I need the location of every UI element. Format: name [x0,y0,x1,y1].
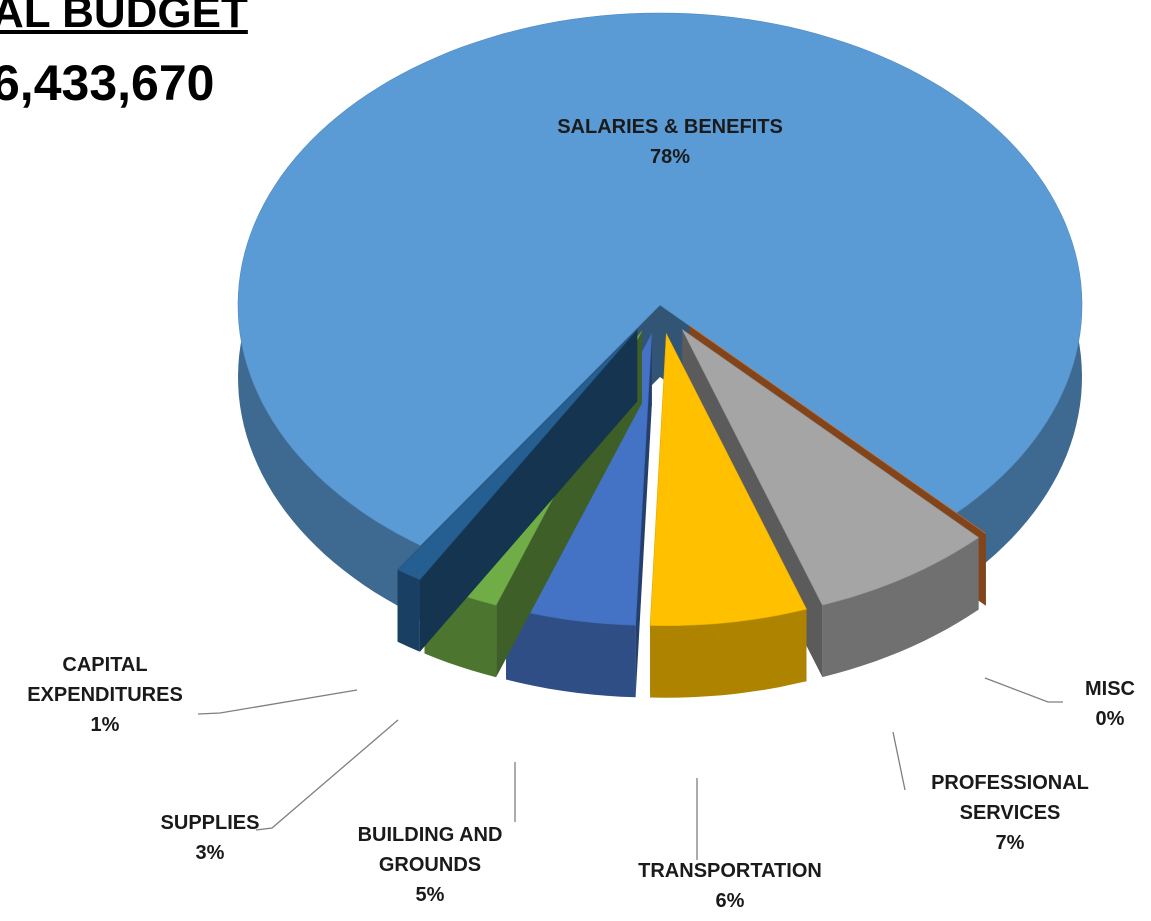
leader-line [892,731,906,791]
value-label: 78% [649,146,691,168]
data-label: PROFESSIONAL SERVICES 7% [910,768,1110,858]
leader-line [255,719,399,831]
leader-line [197,689,358,715]
category-label: SALARIES & BENEFITS [557,116,783,138]
category-label: MISC [1085,678,1135,700]
slice-side [650,609,807,698]
slice-side [397,569,420,652]
chart-title: AL BUDGET [0,0,248,37]
slice-side [822,537,979,678]
data-label: MISC 0% [1070,674,1150,734]
value-label: 5% [415,884,445,906]
slice [237,12,1083,546]
category-label: CAPITAL EXPENDITURES [27,654,183,706]
slice [397,329,638,581]
value-label: 1% [90,714,120,736]
slice-side [506,607,636,698]
data-label: SALARIES & BENEFITS 78% [500,112,840,172]
data-label: CAPITAL EXPENDITURES 1% [0,650,210,740]
leader-line [984,677,1063,703]
category-label: BUILDING AND GROUNDS [357,824,503,876]
category-label: SUPPLIES [160,812,260,834]
value-label: 6% [715,890,745,912]
slice-wall [397,329,638,642]
chart-subtitle: 6,433,670 [0,55,215,111]
data-label: SUPPLIES 3% [150,808,270,868]
slice [682,329,980,606]
category-label: PROFESSIONAL SERVICES [931,772,1089,824]
value-label: 7% [995,832,1025,854]
value-label: 0% [1095,708,1125,730]
slice [649,332,807,627]
slice-wall [635,333,652,698]
slice [689,325,986,534]
data-label: BUILDING AND GROUNDS 5% [335,820,525,910]
data-label: TRANSPORTATION 6% [610,856,850,916]
category-label: TRANSPORTATION [638,860,822,882]
leader-lines [197,677,1063,860]
value-label: 3% [195,842,225,864]
